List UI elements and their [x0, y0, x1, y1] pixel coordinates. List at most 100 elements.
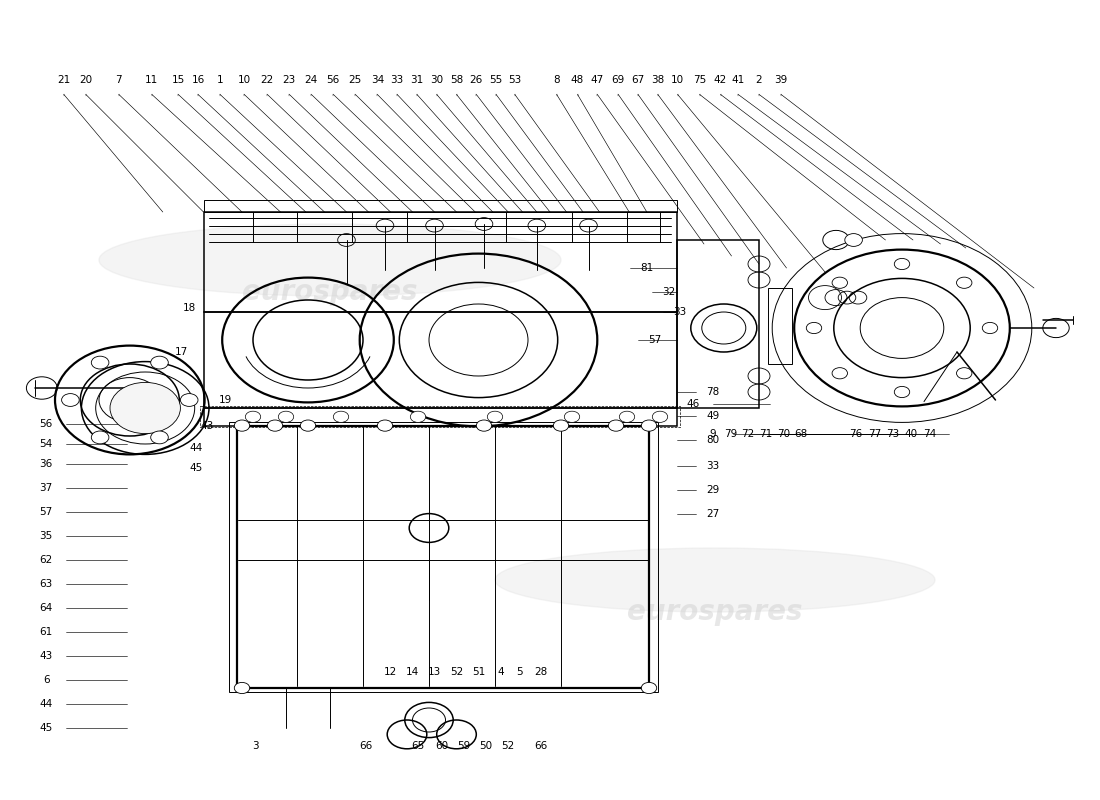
Text: 55: 55 [490, 75, 503, 85]
Circle shape [91, 356, 109, 369]
Text: 43: 43 [40, 651, 53, 661]
Text: 27: 27 [706, 509, 719, 518]
Text: 14: 14 [406, 667, 419, 677]
Text: 4: 4 [497, 667, 504, 677]
Text: 58: 58 [450, 75, 463, 85]
Circle shape [234, 682, 250, 694]
Circle shape [652, 411, 668, 422]
Text: 65: 65 [411, 741, 425, 750]
Circle shape [245, 411, 261, 422]
Text: 48: 48 [571, 75, 584, 85]
Text: 22: 22 [261, 75, 274, 85]
Circle shape [832, 368, 847, 379]
Text: 57: 57 [40, 507, 53, 517]
Text: 73: 73 [887, 429, 900, 438]
Text: 44: 44 [40, 699, 53, 709]
Text: 28: 28 [535, 667, 548, 677]
Text: 41: 41 [732, 75, 745, 85]
Text: 49: 49 [706, 411, 719, 421]
Text: 9: 9 [710, 429, 716, 438]
Circle shape [894, 258, 910, 270]
Text: eurospares: eurospares [627, 598, 803, 626]
Circle shape [553, 420, 569, 431]
Circle shape [641, 682, 657, 694]
Circle shape [267, 420, 283, 431]
Text: 37: 37 [40, 483, 53, 493]
Circle shape [806, 322, 822, 334]
Circle shape [377, 420, 393, 431]
Text: 53: 53 [508, 75, 521, 85]
Text: 39: 39 [774, 75, 788, 85]
Text: 71: 71 [759, 429, 772, 438]
Text: 25: 25 [349, 75, 362, 85]
Circle shape [641, 420, 657, 431]
Text: 43: 43 [200, 421, 213, 430]
Text: 56: 56 [40, 419, 53, 429]
Text: 54: 54 [40, 439, 53, 449]
Circle shape [91, 431, 109, 444]
Circle shape [151, 431, 168, 444]
Text: 3: 3 [252, 741, 258, 750]
Text: 10: 10 [671, 75, 684, 85]
Text: 33: 33 [673, 307, 686, 317]
Text: 44: 44 [189, 443, 202, 453]
Circle shape [564, 411, 580, 422]
Text: 31: 31 [410, 75, 424, 85]
Circle shape [845, 234, 862, 246]
Circle shape [234, 420, 250, 431]
Circle shape [333, 411, 349, 422]
Circle shape [300, 420, 316, 431]
Text: 19: 19 [219, 395, 232, 405]
Circle shape [110, 382, 180, 434]
Text: 78: 78 [706, 387, 719, 397]
Text: 68: 68 [794, 429, 807, 438]
Text: 51: 51 [472, 667, 485, 677]
Text: 23: 23 [283, 75, 296, 85]
Text: 67: 67 [631, 75, 645, 85]
Text: 13: 13 [428, 667, 441, 677]
Text: 57: 57 [648, 335, 661, 345]
Circle shape [894, 386, 910, 398]
Text: 18: 18 [183, 303, 196, 313]
Circle shape [832, 277, 847, 288]
Text: 29: 29 [706, 485, 719, 494]
Text: 79: 79 [724, 429, 737, 438]
Circle shape [62, 394, 79, 406]
Text: 8: 8 [553, 75, 560, 85]
Text: 62: 62 [40, 555, 53, 565]
Circle shape [608, 420, 624, 431]
Ellipse shape [495, 548, 935, 612]
Text: 40: 40 [904, 429, 917, 438]
Text: 35: 35 [40, 531, 53, 541]
Circle shape [410, 411, 426, 422]
Text: 34: 34 [371, 75, 384, 85]
Text: 50: 50 [480, 741, 493, 750]
Text: 60: 60 [436, 741, 449, 750]
Text: 66: 66 [535, 741, 548, 750]
Text: 80: 80 [706, 435, 719, 445]
Text: 61: 61 [40, 627, 53, 637]
Text: 75: 75 [693, 75, 706, 85]
Text: 45: 45 [189, 463, 202, 473]
Circle shape [278, 411, 294, 422]
Text: 15: 15 [172, 75, 185, 85]
Circle shape [476, 420, 492, 431]
Text: 70: 70 [777, 429, 790, 438]
Text: 1: 1 [217, 75, 223, 85]
Text: 81: 81 [640, 263, 653, 273]
Text: 2: 2 [756, 75, 762, 85]
Text: 5: 5 [516, 667, 522, 677]
Text: 64: 64 [40, 603, 53, 613]
Circle shape [957, 368, 972, 379]
Text: 11: 11 [145, 75, 158, 85]
Text: 26: 26 [470, 75, 483, 85]
Text: 77: 77 [868, 429, 881, 438]
Text: 66: 66 [360, 741, 373, 750]
Text: 69: 69 [612, 75, 625, 85]
Text: 47: 47 [591, 75, 604, 85]
Text: 24: 24 [305, 75, 318, 85]
Text: 20: 20 [79, 75, 92, 85]
Text: 56: 56 [327, 75, 340, 85]
Circle shape [619, 411, 635, 422]
Text: 63: 63 [40, 579, 53, 589]
